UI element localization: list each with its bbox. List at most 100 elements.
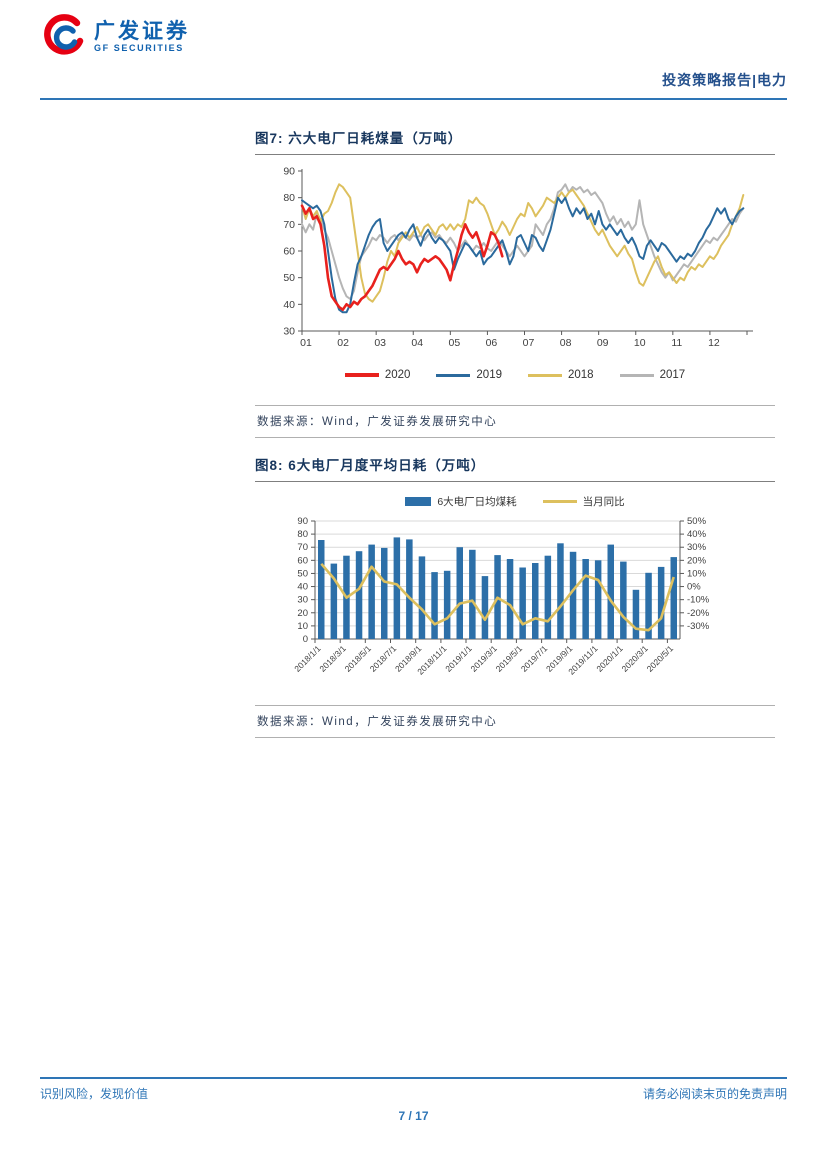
- series-2020: [300, 204, 504, 311]
- svg-text:90: 90: [297, 516, 308, 527]
- svg-text:2019/3/1: 2019/3/1: [468, 643, 499, 674]
- svg-text:06: 06: [486, 337, 498, 349]
- legend-label-daily-coal: 6大电厂日均煤耗: [437, 496, 517, 508]
- legend-swatch-daily-coal: [405, 497, 432, 506]
- svg-text:-30%: -30%: [687, 621, 710, 632]
- bar-2018/8/1: [406, 539, 413, 639]
- svg-text:2019/1/1: 2019/1/1: [443, 643, 474, 674]
- svg-text:2019/7/1: 2019/7/1: [519, 643, 550, 674]
- figure7-source: 数据来源：Wind，广发证券发展研究中心: [255, 405, 775, 438]
- svg-text:2020/5/1: 2020/5/1: [645, 643, 676, 674]
- bar-2018/7/1: [393, 537, 401, 639]
- svg-text:40: 40: [283, 299, 295, 311]
- figure7-title: 图7: 六大电厂日耗煤量（万吨）: [255, 127, 775, 155]
- svg-text:05: 05: [448, 337, 460, 349]
- bars-group: [318, 537, 677, 639]
- report-body: 图7: 六大电厂日耗煤量（万吨） 30 40 50 60 70 80 90 01 02 03 04 0…: [255, 100, 775, 738]
- bar-2020/1/1: [620, 561, 627, 639]
- svg-text:2019/5/1: 2019/5/1: [494, 643, 525, 674]
- svg-text:-10%: -10%: [687, 595, 710, 606]
- page-number: 7 / 17: [398, 1109, 429, 1123]
- gf-securities-logo: 广发证券 GF SECURITIES: [40, 14, 190, 60]
- bar-2018/6/1: [381, 547, 388, 639]
- svg-text:07: 07: [523, 337, 535, 349]
- svg-text:80: 80: [297, 529, 308, 540]
- bar-2019/12/1: [607, 544, 614, 639]
- legend-item-2018: 2018: [528, 369, 594, 381]
- bar-2018/12/1: [456, 547, 463, 639]
- legend-swatch-2017: [619, 373, 654, 377]
- svg-text:01: 01: [300, 337, 312, 349]
- svg-text:30%: 30%: [687, 542, 707, 553]
- svg-text:10%: 10%: [687, 568, 707, 579]
- bar-2020/4/1: [657, 566, 665, 639]
- bar-2019/6/1: [532, 563, 539, 639]
- legend-swatch-2018: [528, 373, 562, 377]
- svg-text:0: 0: [303, 634, 308, 645]
- bar-2019/9/1: [569, 551, 577, 639]
- legend-item-2017: 2017: [619, 369, 685, 381]
- legend-swatch-2020: [344, 373, 379, 377]
- svg-text:60: 60: [283, 246, 295, 258]
- figure7-legend: 2020 2019 2018 2017: [255, 369, 775, 381]
- series-2018: [301, 183, 745, 303]
- series-2019: [301, 196, 745, 314]
- svg-text:50: 50: [297, 568, 308, 579]
- svg-text:2018/1/1: 2018/1/1: [292, 643, 323, 674]
- svg-text:30: 30: [297, 595, 308, 606]
- svg-text:2018/7/1: 2018/7/1: [368, 643, 399, 674]
- legend-item-2020: 2020: [344, 369, 410, 381]
- svg-text:60: 60: [297, 555, 308, 566]
- svg-text:10: 10: [297, 621, 308, 632]
- legend-swatch-2019: [436, 373, 471, 377]
- bar-2019/4/1: [506, 559, 514, 639]
- bar-2019/7/1: [544, 555, 552, 639]
- logo-cn-label: 广发证券: [94, 19, 190, 43]
- gf-logo-icon: [44, 14, 84, 55]
- svg-text:-20%: -20%: [687, 608, 710, 619]
- bar-2019/2/1: [481, 576, 489, 639]
- footer-disclaimer: 请务必阅读末页的免责声明: [642, 1087, 787, 1101]
- legend-label-yoy: 当月同比: [582, 496, 625, 508]
- figure7-line-chart: 30 40 50 60 70 80 90 01 02 03 04 05 06 07 08 09 10 11 12: [283, 166, 753, 349]
- figure7-block: 图7: 六大电厂日耗煤量（万吨） 30 40 50 60 70 80 90 01 02 03 04 0…: [255, 127, 775, 438]
- svg-text:20%: 20%: [687, 555, 707, 566]
- svg-text:70: 70: [283, 219, 295, 231]
- svg-text:0%: 0%: [687, 582, 701, 593]
- svg-text:40%: 40%: [687, 529, 707, 540]
- legend-swatch-yoy: [542, 500, 577, 503]
- svg-text:20: 20: [297, 608, 308, 619]
- svg-text:70: 70: [297, 542, 308, 553]
- legend-item-2019: 2019: [436, 369, 502, 381]
- legend-item-yoy: 当月同比: [542, 494, 625, 509]
- page-header: 广发证券 GF SECURITIES 投资策略报告|电力: [40, 0, 787, 100]
- svg-text:80: 80: [283, 192, 295, 204]
- svg-text:2020/3/1: 2020/3/1: [619, 643, 650, 674]
- svg-text:03: 03: [374, 337, 386, 349]
- page-footer: 识别风险，发现价值 请务必阅读末页的免责声明 7 / 17: [40, 1077, 787, 1123]
- svg-text:10: 10: [634, 337, 646, 349]
- bar-2019/8/1: [557, 543, 564, 639]
- svg-text:30: 30: [283, 326, 295, 338]
- svg-text:11: 11: [671, 337, 682, 349]
- bar-2018/9/1: [418, 556, 426, 639]
- svg-text:50: 50: [283, 272, 295, 284]
- bar-2019/10/1: [582, 559, 589, 639]
- logo-en-label: GF SECURITIES: [94, 42, 184, 53]
- svg-text:2018/3/1: 2018/3/1: [317, 643, 348, 674]
- bar-2018/1/1: [318, 540, 325, 639]
- report-type-label: 投资策略报告|电力: [662, 72, 787, 88]
- svg-text:12: 12: [708, 337, 720, 349]
- figure8-source: 数据来源：Wind，广发证券发展研究中心: [255, 705, 775, 738]
- svg-text:2020/1/1: 2020/1/1: [594, 643, 625, 674]
- figure8-bar-chart: 0 10 20 30 40 50 60 70 80 90 50% 40% 30% 20% 10% 0% -10%…: [292, 516, 710, 677]
- svg-text:04: 04: [411, 337, 423, 349]
- bar-2019/11/1: [594, 560, 602, 639]
- yoy-line: [320, 562, 675, 632]
- svg-text:09: 09: [597, 337, 609, 349]
- svg-text:50%: 50%: [687, 516, 707, 527]
- bar-2020/3/1: [645, 572, 652, 639]
- bar-2018/11/1: [443, 570, 451, 639]
- bar-2018/4/1: [355, 551, 363, 639]
- bar-2018/10/1: [431, 572, 438, 639]
